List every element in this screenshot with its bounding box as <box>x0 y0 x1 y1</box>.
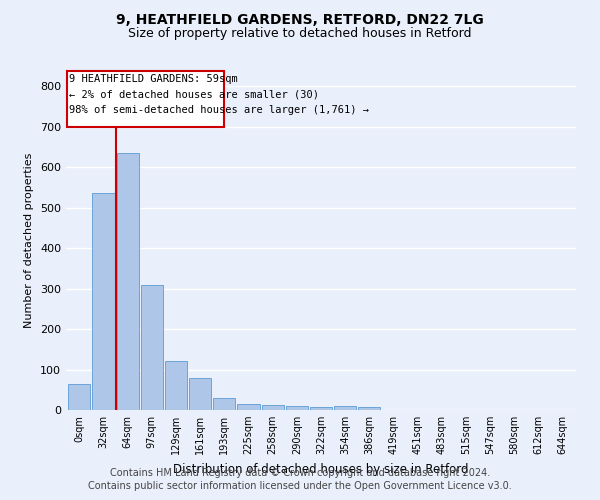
Bar <box>140 284 163 410</box>
Bar <box>358 407 380 410</box>
Bar <box>262 405 284 410</box>
Bar <box>116 153 139 410</box>
Text: Contains HM Land Registry data © Crown copyright and database right 2024.: Contains HM Land Registry data © Crown c… <box>110 468 490 477</box>
Bar <box>238 404 260 410</box>
Text: 9 HEATHFIELD GARDENS: 59sqm
← 2% of detached houses are smaller (30)
98% of semi: 9 HEATHFIELD GARDENS: 59sqm ← 2% of deta… <box>69 74 369 115</box>
Text: 9, HEATHFIELD GARDENS, RETFORD, DN22 7LG: 9, HEATHFIELD GARDENS, RETFORD, DN22 7LG <box>116 12 484 26</box>
Y-axis label: Number of detached properties: Number of detached properties <box>25 152 34 328</box>
FancyBboxPatch shape <box>67 71 224 126</box>
Bar <box>165 362 187 410</box>
Bar <box>189 378 211 410</box>
Text: Contains public sector information licensed under the Open Government Licence v3: Contains public sector information licen… <box>88 481 512 491</box>
Bar <box>213 398 235 410</box>
X-axis label: Distribution of detached houses by size in Retford: Distribution of detached houses by size … <box>173 462 469 475</box>
Bar <box>310 407 332 410</box>
Bar <box>334 406 356 410</box>
Bar <box>68 384 91 410</box>
Bar <box>286 406 308 410</box>
Text: Size of property relative to detached houses in Retford: Size of property relative to detached ho… <box>128 28 472 40</box>
Bar <box>92 194 115 410</box>
